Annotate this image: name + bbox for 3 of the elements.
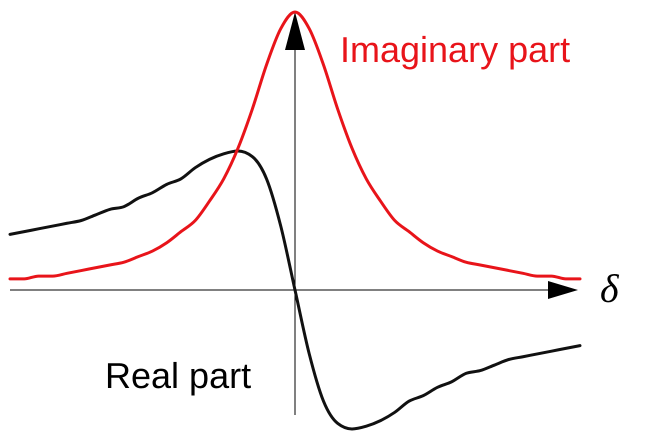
series-label: Real part (105, 355, 252, 396)
x-axis-title: δ (600, 266, 620, 311)
series-label: Imaginary part (340, 29, 570, 70)
